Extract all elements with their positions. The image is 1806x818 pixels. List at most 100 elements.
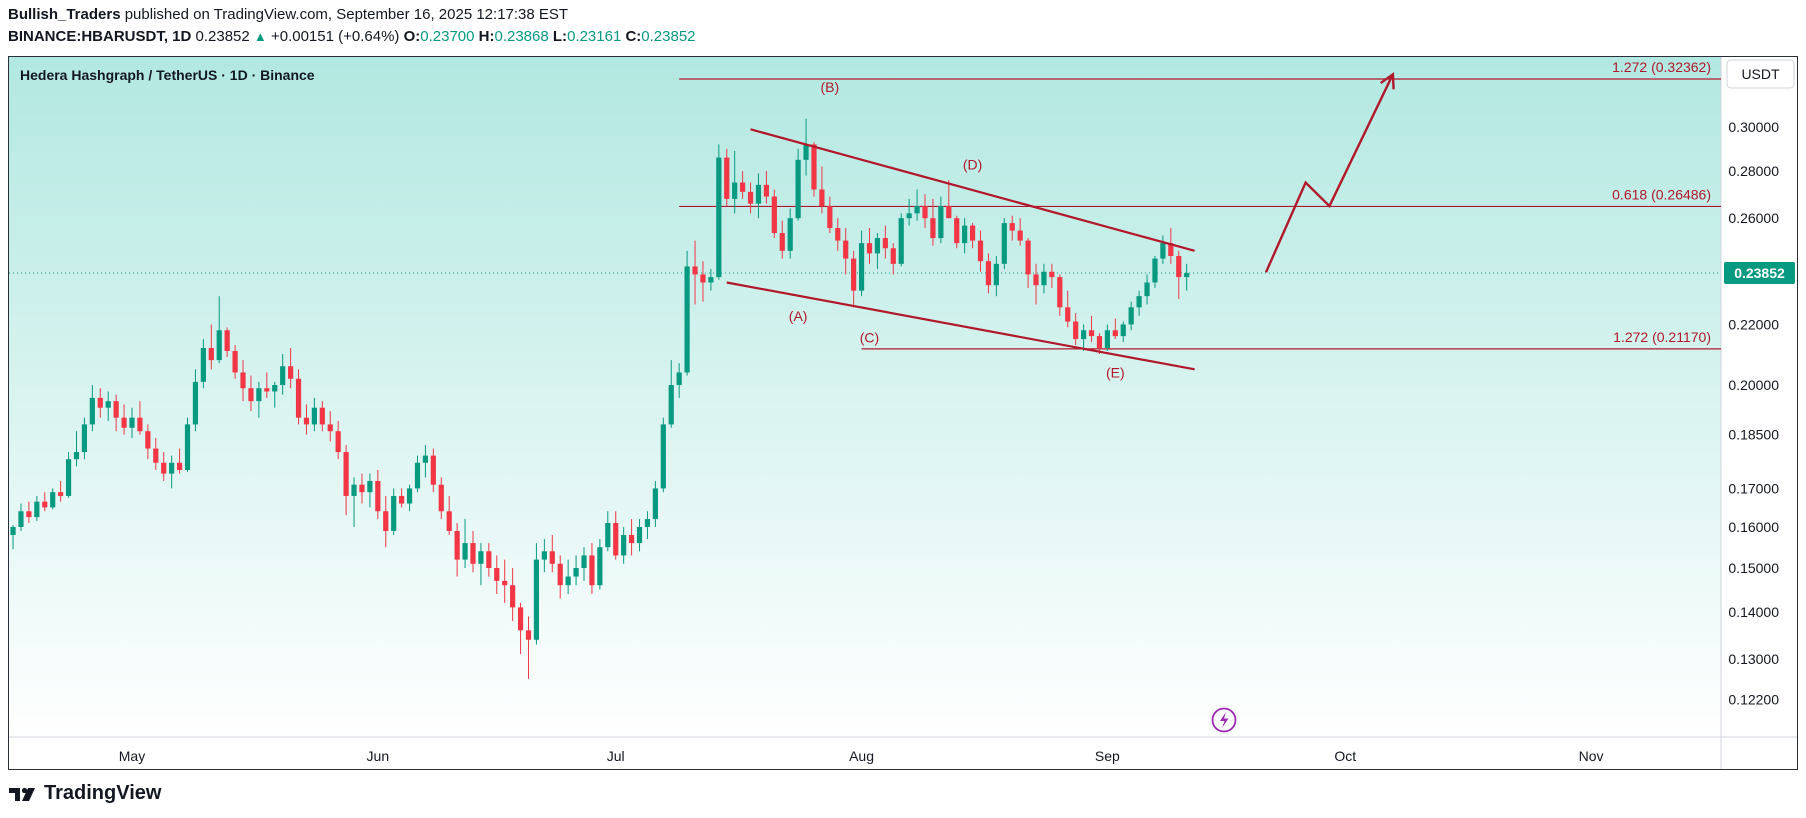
- candle-body: [26, 511, 32, 518]
- candle: [462, 519, 468, 569]
- candle-body: [327, 424, 333, 432]
- y-tick-label: 0.28000: [1728, 163, 1779, 179]
- candle-body: [224, 330, 230, 352]
- candle-body: [58, 492, 64, 496]
- candle-body: [359, 484, 365, 493]
- candle-body: [644, 519, 651, 527]
- wave-label: (B): [821, 79, 840, 95]
- candle-body: [422, 455, 429, 463]
- chart-frame[interactable]: 1.272 (0.32362) 0.618 (0.26486) 1.272 (0.2…: [8, 56, 1798, 770]
- channel-upper-line: [750, 128, 1195, 252]
- candle: [10, 524, 16, 550]
- currency-label: USDT: [1741, 66, 1780, 82]
- candle: [1184, 263, 1190, 291]
- candle: [636, 519, 643, 552]
- candle: [985, 253, 992, 294]
- candle: [1152, 255, 1158, 288]
- candle: [954, 215, 960, 249]
- candle-body: [1073, 321, 1079, 340]
- candle-body: [288, 366, 294, 379]
- candle: [1168, 228, 1174, 264]
- candle-body: [454, 530, 460, 560]
- candle: [652, 480, 658, 527]
- candle: [97, 388, 103, 418]
- candle-body: [938, 206, 944, 239]
- candle-body: [581, 555, 587, 569]
- candle: [65, 452, 72, 498]
- fib-level-label: 1.272 (0.32362): [1612, 59, 1711, 75]
- candle: [295, 369, 302, 425]
- candle-body: [1176, 255, 1182, 278]
- wave-label: (D): [963, 156, 982, 172]
- candle-body: [874, 238, 881, 254]
- fib-level-label: 0.618 (0.26486): [1612, 186, 1711, 202]
- candle: [1120, 321, 1126, 343]
- tradingview-logo-text: TradingView: [44, 782, 162, 804]
- open-value: 0.23700: [420, 28, 475, 45]
- candle: [343, 445, 349, 516]
- candle-body: [755, 184, 762, 204]
- x-tick-label: May: [119, 748, 145, 764]
- candle: [628, 519, 635, 556]
- candle: [962, 218, 968, 254]
- tradingview-logo[interactable]: TradingView: [8, 782, 161, 805]
- candle: [898, 213, 904, 267]
- candle: [264, 372, 270, 398]
- candle-body: [335, 431, 341, 453]
- candle-body: [200, 347, 206, 382]
- plot-background: [9, 57, 1721, 737]
- candle: [406, 484, 413, 512]
- candle: [613, 511, 619, 560]
- candle: [795, 148, 801, 221]
- candle: [137, 401, 143, 435]
- candle-body: [81, 424, 88, 453]
- x-tick-label: Jul: [607, 748, 625, 764]
- candle: [200, 339, 206, 389]
- candle-body: [1168, 243, 1174, 256]
- candle-body: [882, 238, 888, 249]
- candle-body: [73, 452, 80, 460]
- author-name[interactable]: Bullish_Traders: [8, 6, 121, 23]
- candle-body: [1184, 273, 1190, 278]
- candle-body: [208, 347, 214, 361]
- candle: [327, 411, 333, 442]
- candle: [1096, 333, 1103, 355]
- candle-body: [557, 563, 563, 586]
- candle: [787, 208, 793, 259]
- wave-label: (C): [860, 330, 879, 346]
- candle-body: [700, 274, 706, 283]
- candle-body: [795, 159, 801, 219]
- candle-body: [636, 526, 643, 544]
- candle-body: [517, 607, 524, 631]
- candle: [827, 196, 833, 234]
- candle: [430, 448, 436, 493]
- price-chart[interactable]: 1.272 (0.32362) 0.618 (0.26486) 1.272 (0.2…: [9, 57, 1797, 769]
- candle: [470, 530, 476, 573]
- candle: [517, 602, 524, 655]
- candle-body: [541, 551, 547, 560]
- fib-level-label: 1.272 (0.21170): [1613, 329, 1711, 345]
- candle-body: [549, 551, 555, 564]
- lightning-icon[interactable]: [1211, 707, 1237, 733]
- candle: [1160, 235, 1166, 264]
- candle: [375, 469, 381, 520]
- candle: [700, 261, 706, 302]
- candle-body: [129, 417, 135, 428]
- candle: [914, 189, 920, 221]
- current-price-tag: 0.23852: [1724, 262, 1795, 285]
- candle-body: [811, 144, 817, 190]
- candle-body: [763, 184, 769, 197]
- y-tick-label: 0.17000: [1728, 480, 1779, 496]
- candle: [1001, 218, 1007, 270]
- candle-body: [240, 372, 246, 389]
- currency-button[interactable]: USDT: [1726, 59, 1795, 89]
- candle-body: [1041, 271, 1047, 286]
- last-price: 0.23852: [195, 28, 250, 45]
- candle-body: [486, 551, 492, 569]
- candle-body: [1025, 240, 1031, 275]
- candle: [105, 391, 111, 422]
- candle: [1128, 301, 1134, 331]
- candle-body: [113, 401, 119, 418]
- y-tick-label: 0.18500: [1728, 427, 1779, 443]
- candle: [311, 397, 317, 432]
